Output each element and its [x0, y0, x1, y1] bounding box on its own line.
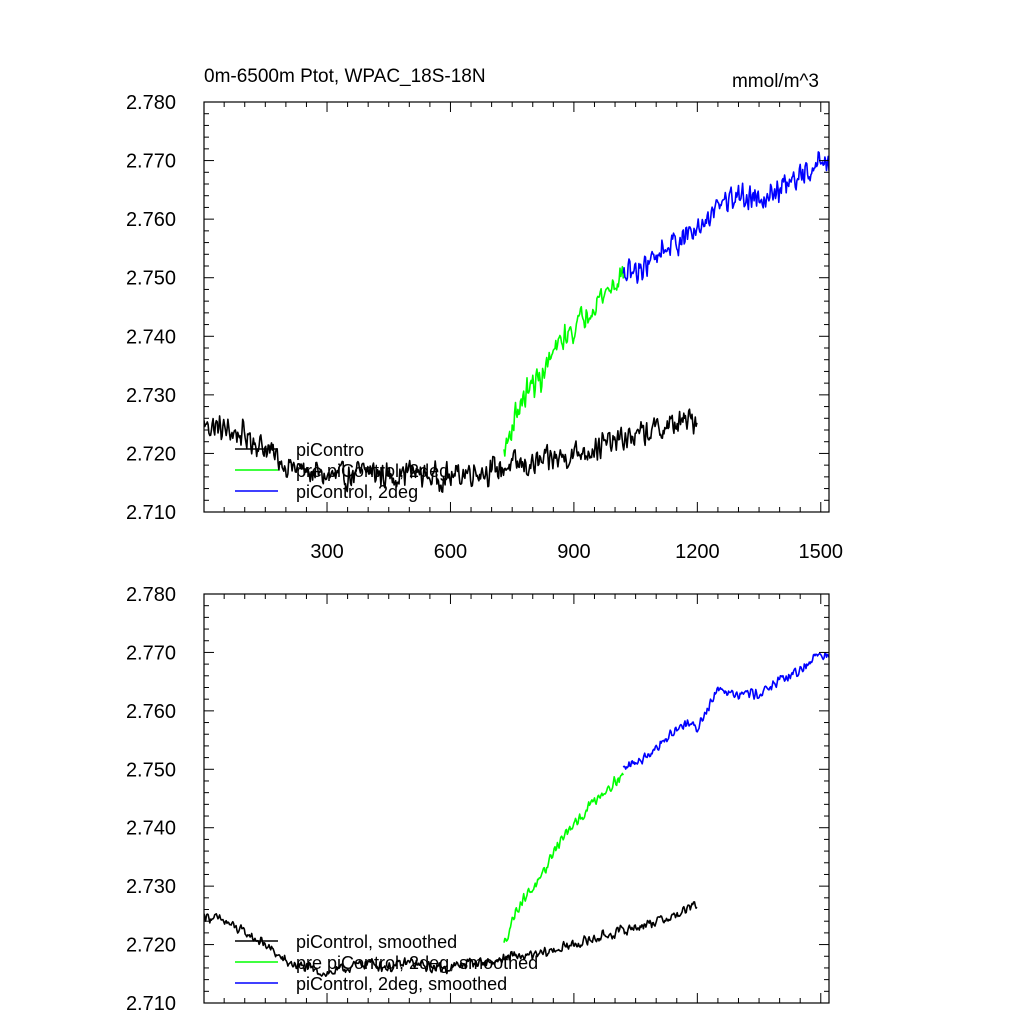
x-tick-label: 300 [310, 541, 343, 563]
y-tick-label: 2.770 [126, 151, 176, 173]
y-tick-label: 2.780 [126, 584, 176, 606]
series-line-2 [622, 151, 829, 284]
y-tick-label: 2.750 [126, 759, 176, 781]
bottom-panel: 2.710 2.720 2.730 2.740 2.750 2.760 2.770 2.780… [126, 584, 830, 1015]
plot-frame [203, 593, 830, 1004]
legend-label-2: piControl, 2deg [296, 482, 418, 502]
y-tick-label: 2.730 [126, 385, 176, 407]
series-group [204, 652, 829, 978]
plot-frame [203, 101, 830, 513]
series-line-2 [622, 652, 829, 770]
chart-units: mmol/m^3 [732, 71, 819, 92]
series-line-1 [503, 772, 624, 943]
y-tick-label: 2.710 [126, 993, 176, 1015]
legend-label-0: piControl, smoothed [296, 932, 457, 952]
chart-title: 0m-6500m Ptot, WPAC_18S-18N [204, 66, 486, 87]
legend-label-0: piContro [296, 440, 364, 460]
series-line-0 [204, 408, 698, 493]
series-line-0 [204, 901, 698, 978]
y-tick-label: 2.740 [126, 818, 176, 840]
y-tick-label: 2.770 [126, 642, 176, 664]
series-group [204, 151, 829, 493]
y-tick-label: 2.740 [126, 326, 176, 348]
x-tick-label: 600 [434, 541, 467, 563]
legend-label-2: piControl, 2deg, smoothed [296, 974, 507, 994]
x-tick-label: 900 [557, 541, 590, 563]
y-tick-label: 2.720 [126, 935, 176, 957]
y-tick-label: 2.750 [126, 268, 176, 290]
y-tick-label: 2.720 [126, 443, 176, 465]
legend-label-1: pre piControl, 2deg, smoothed [296, 953, 538, 973]
y-tick-label: 2.780 [126, 92, 176, 114]
legend-label-1: pre piControl, 2deg [296, 461, 449, 481]
y-tick-label: 2.710 [126, 502, 176, 524]
y-tick-label: 2.760 [126, 209, 176, 231]
y-tick-label: 2.760 [126, 701, 176, 723]
top-panel: 2.710 2.720 2.730 2.740 2.750 2.760 2.770 2.780… [126, 66, 843, 563]
y-tick-label: 2.730 [126, 876, 176, 898]
x-tick-label: 1500 [799, 541, 844, 563]
x-tick-label: 1200 [675, 541, 720, 563]
series-line-1 [503, 265, 625, 457]
